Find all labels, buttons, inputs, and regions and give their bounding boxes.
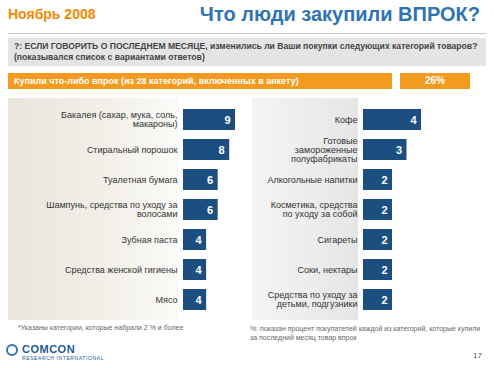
svg-text:4: 4 (410, 114, 417, 126)
html-text:*Указаны категории, которые на: *Указаны категории, которые набрали 2 % … (18, 324, 184, 331)
svg-text:Сигареты: Сигареты (318, 235, 358, 245)
html-text:%: показан процент покупателей: %: показан процент покупателей каждой из… (250, 325, 481, 341)
svg-text:4: 4 (195, 294, 202, 306)
svg-text:Бакалея (сахар, мука, соль,мак: Бакалея (сахар, мука, соль,макароны) (61, 110, 177, 129)
html-text:?: ЕСЛИ ГОВОРИТЬ О ПОСЛЕДНЕМ М: ?: ЕСЛИ ГОВОРИТЬ О ПОСЛЕДНЕМ МЕСЯЦЕ, изм… (14, 41, 478, 62)
svg-text:Стиральный порошок: Стиральный порошок (87, 145, 178, 155)
svg-text:Шампунь, средства по уходу зав: Шампунь, средства по уходу заволосами (46, 200, 177, 219)
html-text:Купили что-либо впрок (из 28 к: Купили что-либо впрок (из 28 категорий, … (14, 76, 299, 86)
svg-text:8: 8 (219, 144, 225, 156)
html-text:26%: 26% (425, 75, 445, 86)
html-text:Ноябрь 2008: Ноябрь 2008 (8, 6, 96, 22)
svg-text:Алкогольные напитки: Алкогольные напитки (267, 175, 357, 185)
svg-text:4: 4 (195, 234, 202, 246)
html-text:17: 17 (473, 351, 482, 360)
svg-text:Кофе: Кофе (335, 115, 358, 125)
html-text:Что люди закупили ВПРОК?: Что люди закупили ВПРОК? (199, 3, 480, 25)
svg-text:Мясо: Мясо (156, 295, 178, 305)
svg-text:6: 6 (207, 174, 213, 186)
html-text:RESEARCH INTERNATIONAL: RESEARCH INTERNATIONAL (22, 355, 104, 361)
svg-text:2: 2 (381, 234, 387, 246)
svg-text:9: 9 (224, 114, 230, 126)
svg-text:6: 6 (207, 204, 213, 216)
svg-text:Зубная паста: Зубная паста (122, 235, 178, 245)
svg-text:Косметика, средствапо уходу за: Косметика, средствапо уходу за собой (271, 200, 358, 219)
svg-text:Туалетная бумага: Туалетная бумага (103, 175, 177, 185)
svg-text:3: 3 (396, 144, 402, 156)
svg-text:2: 2 (381, 204, 387, 216)
svg-text:2: 2 (381, 264, 387, 276)
html-text:COMCON: COMCON (22, 343, 76, 355)
svg-text:2: 2 (381, 294, 387, 306)
svg-text:Готовыезамороженныеполуфабрика: Готовыезамороженныеполуфабрикаты (291, 136, 357, 164)
svg-text:Средства женской гигиены: Средства женской гигиены (65, 265, 178, 275)
svg-text:2: 2 (381, 174, 387, 186)
svg-text:4: 4 (195, 264, 202, 276)
svg-text:Средства по уходу задетьми, по: Средства по уходу задетьми, подгузники (268, 290, 358, 309)
svg-text:Соки, нектары: Соки, нектары (298, 265, 358, 275)
